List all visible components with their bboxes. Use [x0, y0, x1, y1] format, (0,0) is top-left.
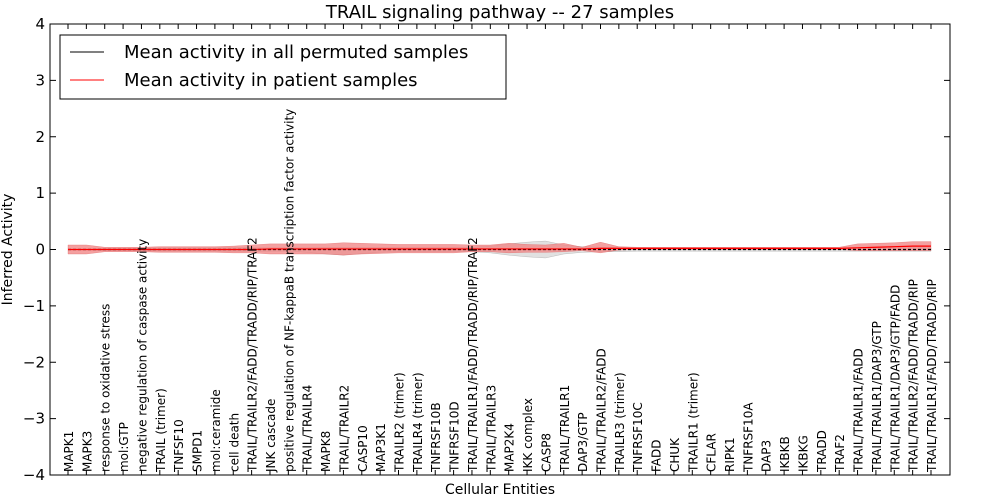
- x-tick-label: positive regulation of NF-kappaB transcr…: [282, 109, 296, 472]
- x-tick-label: IKBKB: [778, 436, 792, 472]
- legend-label-permuted: Mean activity in all permuted samples: [124, 42, 468, 63]
- x-axis-ticks: MAPK1 MAPK3 response to oxidative stress mo…: [62, 24, 939, 475]
- y-axis-label: Inferred Activity: [0, 194, 16, 306]
- x-tick-label: TRAILR1 (trimer): [686, 372, 700, 473]
- y-tick-label: 4: [35, 15, 45, 33]
- x-tick-label: IKBKG: [796, 435, 810, 472]
- chart-title: TRAIL signaling pathway -- 27 samples: [325, 2, 674, 23]
- x-tick-label: TRAIL/TRAILR1/DAP3/GTP/FADD: [888, 285, 902, 473]
- x-tick-label: TRAIL/TRAILR1: [558, 385, 572, 473]
- x-tick-label: TNFSF10: [172, 419, 186, 473]
- x-tick-label: TRAIL/TRAILR3: [484, 385, 498, 473]
- x-axis-label: Cellular Entities: [445, 482, 555, 498]
- x-tick-label: CASP8: [539, 433, 553, 472]
- y-tick-label: 0: [35, 241, 45, 259]
- x-tick-label: TRAIL/TRAILR2/FADD: [594, 348, 608, 473]
- x-tick-label: CHUK: [668, 437, 682, 472]
- y-tick-label: −2: [23, 353, 45, 371]
- x-tick-label: TRAIL/TRAILR2/FADD/TRADD/RIP: [907, 279, 921, 473]
- x-tick-label: MAPK1: [62, 431, 76, 472]
- x-tick-label: TRAIL/TRAILR1/FADD: [852, 348, 866, 473]
- x-tick-label: TRAIL/TRAILR2/FADD/TRADD/RIP/TRAF2: [246, 237, 260, 473]
- plot-area: −4 −3 −2 −1 0 1 2 3 4 MAPK1 MAPK3 response to oxid…: [23, 15, 951, 484]
- x-tick-label: negative regulation of caspase activity: [135, 239, 149, 472]
- x-tick-label: TRAIL/TRAILR1/FADD/TRADD/RIP: [925, 279, 939, 473]
- x-tick-label: TRADD: [815, 430, 829, 473]
- x-tick-label: JNK cascade: [264, 399, 278, 473]
- x-tick-label: TRAILR2 (trimer): [393, 372, 407, 473]
- x-tick-label: MAP2K4: [503, 423, 517, 472]
- x-tick-label: TRAIL/TRAILR1/DAP3/GTP: [870, 321, 884, 473]
- y-axis-ticks: −4 −3 −2 −1 0 1 2 3 4: [23, 15, 950, 484]
- y-tick-label: 1: [35, 184, 45, 202]
- x-tick-label: MAPK3: [80, 431, 94, 472]
- x-tick-label: cell death: [227, 413, 241, 472]
- x-tick-label: TRAILR3 (trimer): [613, 372, 627, 473]
- x-tick-label: response to oxidative stress: [99, 304, 113, 472]
- y-tick-label: 2: [35, 128, 45, 146]
- x-tick-label: CASP10: [356, 425, 370, 472]
- x-tick-label: SMPD1: [191, 430, 205, 472]
- y-tick-label: −1: [23, 297, 45, 315]
- x-tick-label: TRAILR4 (trimer): [411, 372, 425, 473]
- legend: Mean activity in all permuted samples Me…: [59, 34, 507, 100]
- x-tick-label: TRAF2: [833, 434, 847, 473]
- x-tick-label: RIPK1: [723, 437, 737, 472]
- x-tick-label: MAP3K1: [374, 423, 388, 472]
- x-tick-label: DAP3/GTP: [576, 412, 590, 472]
- x-tick-label: mol:GTP: [117, 422, 131, 472]
- x-tick-label: mol:ceramide: [209, 389, 223, 472]
- x-tick-label: DAP3: [760, 440, 774, 472]
- x-tick-label: TRAIL (trimer): [154, 388, 168, 473]
- x-tick-label: TNFRSF10A: [741, 402, 755, 473]
- x-tick-label: CFLAR: [705, 433, 719, 472]
- legend-label-patient: Mean activity in patient samples: [124, 70, 418, 91]
- x-tick-label: IKK complex: [521, 398, 535, 472]
- y-tick-label: −4: [23, 466, 45, 484]
- y-tick-label: −3: [23, 410, 45, 428]
- y-tick-label: 3: [35, 71, 45, 89]
- x-tick-label: MAPK8: [319, 431, 333, 472]
- x-tick-label: TNFRSF10D: [448, 401, 462, 473]
- x-tick-label: TNFRSF10C: [631, 402, 645, 473]
- line-patient: [68, 245, 931, 251]
- legend-box: [59, 34, 507, 100]
- x-tick-label: TNFRSF10B: [429, 402, 443, 473]
- x-tick-label: TRAIL/TRAILR1/FADD/TRADD/RIP/TRAF2: [466, 237, 480, 473]
- x-tick-label: TRAIL/TRAILR4: [301, 385, 315, 473]
- series-lines: [68, 245, 931, 251]
- x-tick-label: FADD: [650, 440, 664, 473]
- x-tick-label: TRAIL/TRAILR2: [337, 385, 351, 473]
